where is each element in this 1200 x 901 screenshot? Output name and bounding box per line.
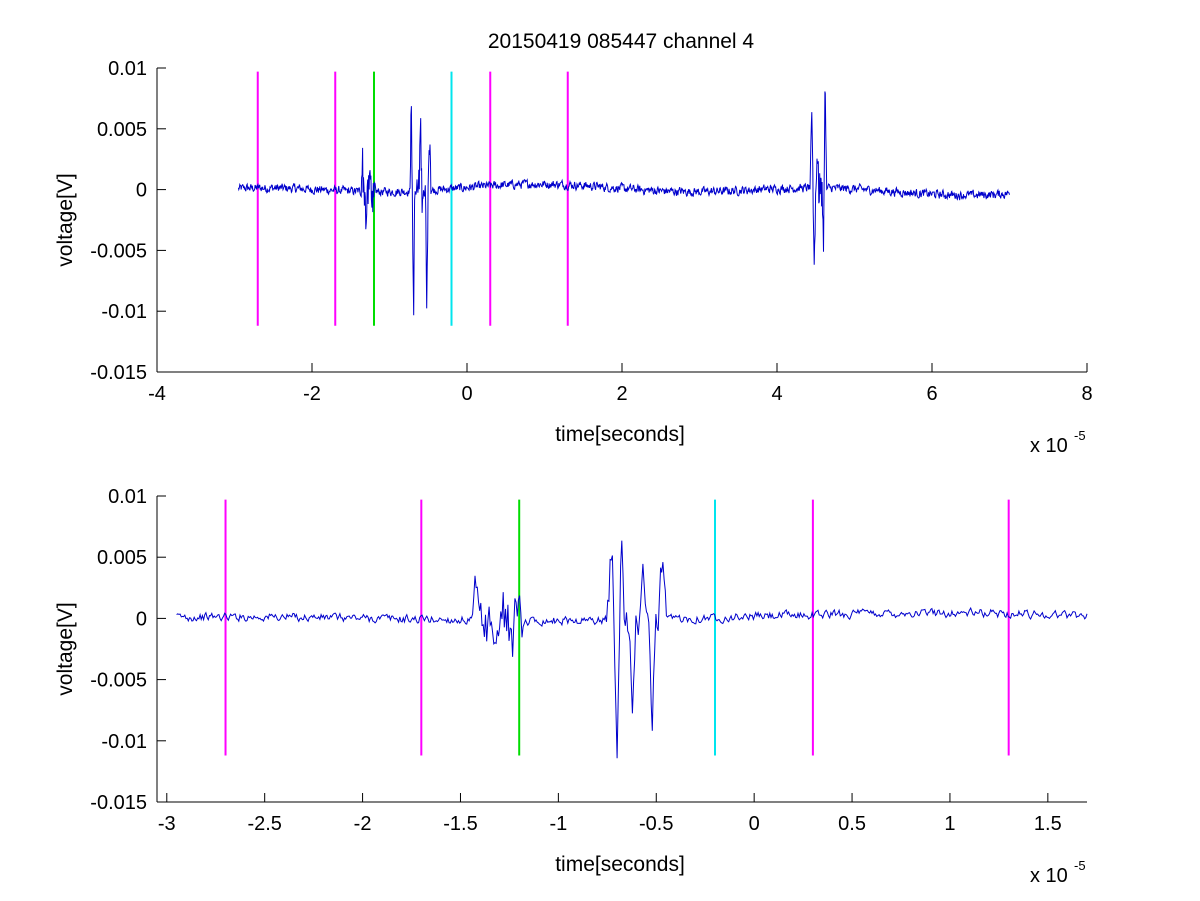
x-tick-label: -4 bbox=[148, 383, 166, 405]
x-tick-label: -2 bbox=[354, 813, 372, 835]
x-tick-label: 4 bbox=[771, 383, 782, 405]
x-tick-label: 1 bbox=[944, 813, 955, 835]
x-tick-label: 1.5 bbox=[1034, 813, 1062, 835]
bottom-axes: -0.015 -0.01 -0.005 0 0.005 0.01 -3 -2.5 -2 -1.5 -… bbox=[54, 486, 1088, 887]
x-axis-label: time[seconds] bbox=[555, 423, 685, 446]
y-tick-label: 0.005 bbox=[97, 119, 147, 141]
x-tick-label: -3 bbox=[158, 813, 176, 835]
x-multiplier-label: x 10 bbox=[1030, 435, 1068, 457]
y-tick-label: -0.015 bbox=[90, 792, 147, 814]
y-tick-label: -0.005 bbox=[90, 240, 147, 262]
y-tick-label: -0.005 bbox=[90, 670, 147, 692]
y-tick-label: -0.01 bbox=[101, 731, 147, 753]
y-axis-label: voltage[V] bbox=[54, 602, 77, 695]
x-tick-label: 2 bbox=[616, 383, 627, 405]
y-tick-label: 0.005 bbox=[97, 547, 147, 569]
x-axis-label: time[seconds] bbox=[555, 853, 685, 876]
x-tick-label: 6 bbox=[926, 383, 937, 405]
x-tick-label: 0 bbox=[461, 383, 472, 405]
x-tick-label: -1.5 bbox=[443, 813, 477, 835]
x-tick-label: -0.5 bbox=[639, 813, 673, 835]
x-tick-label: -1 bbox=[549, 813, 567, 835]
y-tick-label: 0.01 bbox=[108, 486, 147, 508]
y-tick-label: 0 bbox=[136, 608, 147, 630]
signal-series bbox=[237, 91, 1010, 316]
y-tick-label: -0.01 bbox=[101, 301, 147, 323]
x-multiplier-exponent: -5 bbox=[1074, 428, 1086, 443]
figure-title: 20150419 085447 channel 4 bbox=[488, 30, 755, 53]
y-axis-label: voltage[V] bbox=[54, 173, 77, 266]
x-tick-label: 0.5 bbox=[838, 813, 866, 835]
x-tick-label: -2.5 bbox=[247, 813, 281, 835]
x-tick-label: -2 bbox=[303, 383, 321, 405]
x-tick-label: 8 bbox=[1081, 383, 1092, 405]
x-tick-label: 0 bbox=[749, 813, 760, 835]
top-axes: -0.015 -0.01 -0.005 0 0.005 0.01 -4 -2 0 2 4 6 8 time… bbox=[54, 58, 1093, 457]
x-multiplier-label: x 10 bbox=[1030, 865, 1068, 887]
y-tick-label: 0.01 bbox=[108, 58, 147, 80]
signal-series bbox=[176, 540, 1088, 759]
y-tick-label: -0.015 bbox=[90, 362, 147, 384]
x-multiplier-exponent: -5 bbox=[1074, 858, 1086, 873]
y-tick-label: 0 bbox=[136, 180, 147, 202]
